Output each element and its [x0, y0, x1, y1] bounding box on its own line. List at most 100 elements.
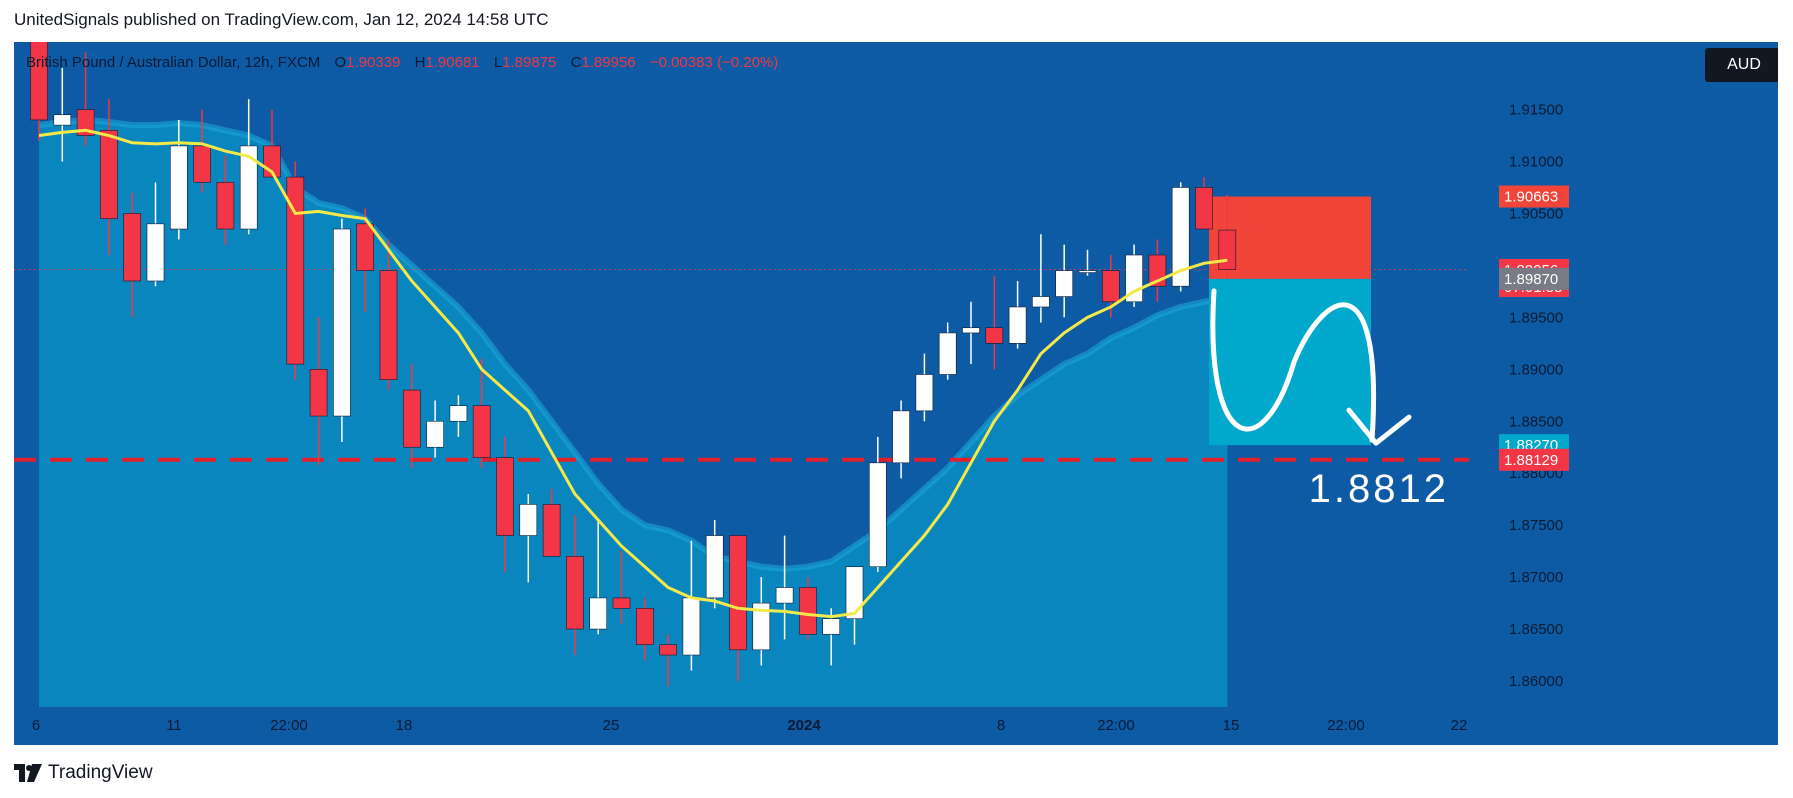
- candle: [659, 634, 677, 687]
- candle: [705, 519, 724, 609]
- y-axis-tick: 1.89500: [1509, 309, 1563, 326]
- candle-body: [170, 145, 188, 230]
- candle: [309, 317, 328, 465]
- candle-body: [962, 327, 980, 334]
- candle-body: [449, 405, 468, 422]
- y-axis-tick: 1.89000: [1509, 361, 1563, 378]
- x-axis-tick: 22:00: [270, 717, 308, 734]
- candle: [53, 67, 72, 162]
- candle-body: [1171, 187, 1190, 287]
- chart-area[interactable]: 1.8812 1.86000 1.86500 1.87000 1.87500 1.8800…: [14, 42, 1778, 745]
- candle-body: [193, 145, 211, 183]
- candle: [333, 218, 351, 443]
- candle-body: [868, 462, 887, 568]
- candle-body: [402, 389, 421, 448]
- open-label: O: [334, 54, 347, 71]
- candle: [612, 551, 631, 624]
- candle: [426, 400, 444, 458]
- candle: [1055, 244, 1073, 318]
- x-axis-tick: 2024: [787, 717, 821, 734]
- candle-body: [1008, 306, 1027, 344]
- candle: [449, 395, 468, 437]
- candle: [100, 99, 118, 256]
- low-value: 1.89875: [502, 54, 557, 71]
- candle: [76, 52, 95, 146]
- candle-body: [76, 109, 95, 136]
- candle: [170, 119, 188, 240]
- candle-body: [915, 374, 934, 412]
- candle: [146, 182, 165, 287]
- candle: [566, 514, 584, 656]
- price-tag: 1.90663: [1499, 185, 1569, 208]
- low-label: L: [493, 54, 503, 71]
- candle-body: [822, 618, 841, 635]
- x-axis-tick: 22:00: [1327, 717, 1365, 734]
- y-axis-tick: 1.87500: [1509, 517, 1563, 534]
- candle: [1125, 244, 1143, 307]
- y-axis-tick: 1.86000: [1509, 673, 1563, 690]
- candle-body: [309, 369, 328, 417]
- y-axis-tick: 1.90500: [1509, 205, 1563, 222]
- candle-body: [682, 597, 701, 656]
- close-value: 1.89956: [581, 54, 636, 71]
- candle: [752, 577, 771, 666]
- candle-body: [775, 587, 794, 604]
- price-chart[interactable]: 1.88121.860001.865001.870001.875001.8800…: [14, 42, 1778, 745]
- open-value: 1.90339: [346, 54, 401, 71]
- candle: [1008, 280, 1027, 349]
- candle: [892, 400, 910, 479]
- candle: [635, 597, 654, 661]
- candle: [775, 535, 794, 640]
- candle: [239, 99, 258, 235]
- currency-badge[interactable]: AUD: [1705, 48, 1778, 82]
- price-tag: 1.89870: [1499, 267, 1569, 290]
- candle-body: [286, 176, 305, 365]
- ema-cloud-edge: [38, 116, 1228, 572]
- candle: [1171, 182, 1190, 292]
- projection-arrowhead: [1346, 407, 1412, 446]
- candle-body: [938, 332, 957, 375]
- candle-body: [30, 42, 48, 121]
- symbol-label[interactable]: British Pound / Australian Dollar, 12h, …: [26, 54, 321, 71]
- candle: [123, 192, 141, 318]
- y-axis-tick: 1.91500: [1509, 102, 1563, 119]
- candle-body: [1055, 270, 1073, 297]
- candle: [682, 540, 701, 671]
- x-axis-tick: 25: [603, 717, 620, 734]
- price-tag-value: 1.89870: [1504, 271, 1558, 288]
- candle-body: [146, 223, 165, 282]
- x-axis-tick: 6: [32, 717, 40, 734]
- price-tag-value: 1.88129: [1504, 452, 1558, 469]
- candle-body: [659, 644, 677, 656]
- candle-body: [1078, 270, 1097, 273]
- y-axis-tick: 1.87000: [1509, 569, 1563, 586]
- y-axis-tick: 1.88500: [1509, 413, 1563, 430]
- tradingview-logo-icon: [14, 764, 42, 782]
- candle-body: [333, 228, 351, 417]
- candle-body: [519, 504, 538, 536]
- ohlc-legend: British Pound / Australian Dollar, 12h, …: [26, 54, 778, 71]
- price-tag: 1.88129: [1499, 448, 1569, 471]
- tradingview-logo[interactable]: TradingView: [14, 762, 153, 784]
- x-axis-tick: 22: [1451, 717, 1468, 734]
- candle-body: [426, 420, 444, 448]
- tradingview-brand: TradingView: [48, 762, 153, 783]
- candle: [519, 493, 538, 583]
- level-value-label: 1.8812: [1309, 467, 1449, 511]
- candle: [1078, 249, 1097, 276]
- candle-body: [472, 405, 491, 458]
- candle: [379, 239, 398, 391]
- candle: [938, 322, 957, 380]
- candle: [985, 275, 1004, 370]
- x-axis-tick: 22:00: [1097, 717, 1135, 734]
- candle-body: [1032, 296, 1050, 308]
- candle-body: [892, 410, 910, 464]
- candle-body: [799, 587, 817, 635]
- candle: [286, 161, 305, 380]
- candle: [496, 436, 514, 572]
- price-tag-value: 1.90663: [1504, 189, 1558, 206]
- candle-body: [356, 223, 375, 271]
- candle-body: [1218, 229, 1237, 270]
- price-tag-box: [1499, 267, 1569, 290]
- y-axis-tick: 1.91000: [1509, 153, 1563, 170]
